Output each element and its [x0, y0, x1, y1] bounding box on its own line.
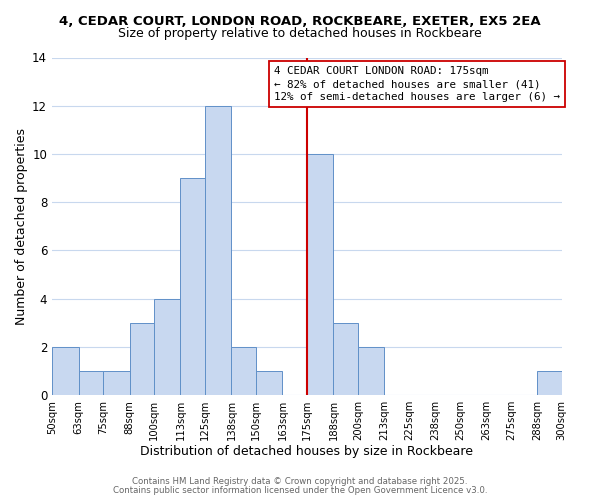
Text: 4 CEDAR COURT LONDON ROAD: 175sqm
← 82% of detached houses are smaller (41)
12% : 4 CEDAR COURT LONDON ROAD: 175sqm ← 82% … [274, 66, 560, 102]
Bar [232, 347, 256, 395]
Bar [307, 154, 334, 395]
Bar [79, 371, 103, 395]
Bar [130, 323, 154, 395]
Y-axis label: Number of detached properties: Number of detached properties [15, 128, 28, 325]
Bar [154, 298, 181, 395]
Bar [537, 371, 562, 395]
Text: 4, CEDAR COURT, LONDON ROAD, ROCKBEARE, EXETER, EX5 2EA: 4, CEDAR COURT, LONDON ROAD, ROCKBEARE, … [59, 15, 541, 28]
Text: Size of property relative to detached houses in Rockbeare: Size of property relative to detached ho… [118, 28, 482, 40]
Bar [52, 347, 79, 395]
Bar [256, 371, 283, 395]
Bar [205, 106, 232, 395]
Bar [181, 178, 205, 395]
Bar [334, 323, 358, 395]
Text: Contains public sector information licensed under the Open Government Licence v3: Contains public sector information licen… [113, 486, 487, 495]
Text: Contains HM Land Registry data © Crown copyright and database right 2025.: Contains HM Land Registry data © Crown c… [132, 477, 468, 486]
X-axis label: Distribution of detached houses by size in Rockbeare: Distribution of detached houses by size … [140, 444, 473, 458]
Bar [103, 371, 130, 395]
Bar [358, 347, 385, 395]
